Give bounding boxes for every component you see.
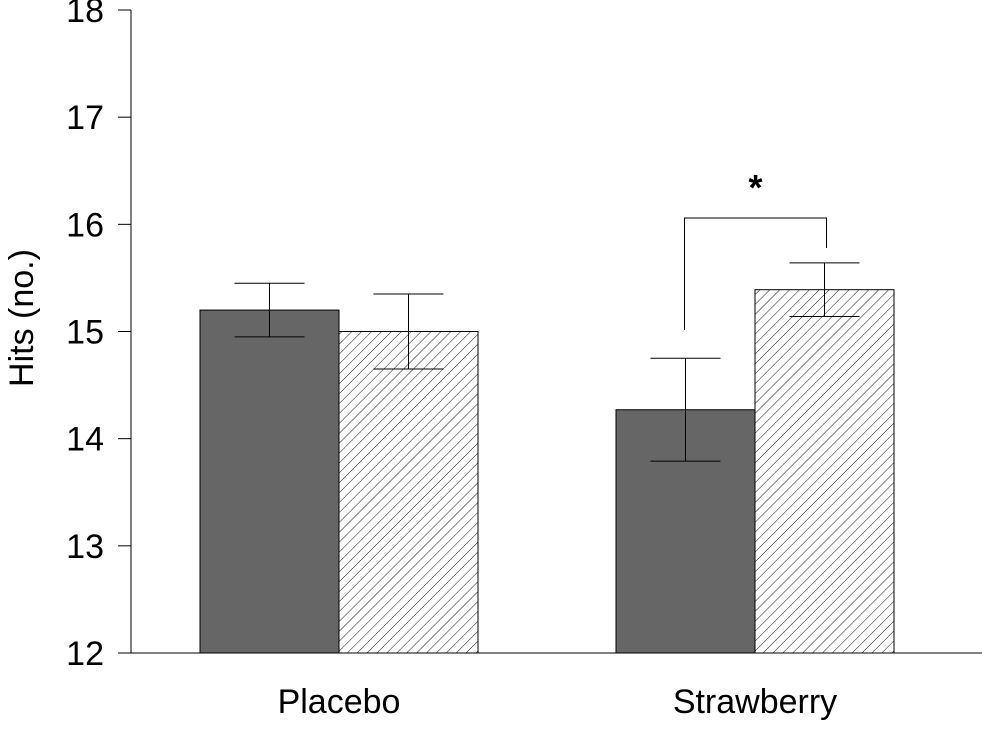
y-tick-label: 16 [66,206,104,244]
significance-bracket [684,217,827,330]
y-tick-label: 12 [66,635,104,673]
x-tick-label: Placebo [278,683,401,721]
bar [338,331,479,654]
x-tick-label: Strawberry [673,683,837,721]
y-tick-label: 18 [66,0,104,30]
y-tick-label: 15 [66,314,104,352]
y-axis-label: Hits (no.) [3,249,41,387]
y-tick-label: 13 [66,528,104,566]
y-tick-label: 17 [66,99,104,137]
significance-star: * [748,167,762,208]
bar [754,289,895,654]
bar [199,309,340,654]
y-tick-label: 14 [66,421,104,459]
